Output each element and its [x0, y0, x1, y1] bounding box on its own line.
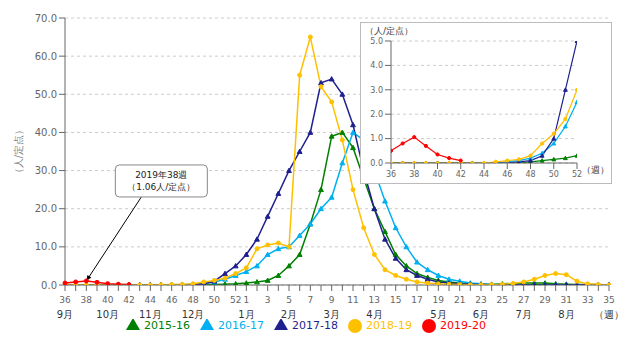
- svg-text:21: 21: [454, 295, 465, 305]
- svg-text:4月: 4月: [366, 309, 382, 320]
- svg-text:12月: 12月: [182, 309, 205, 320]
- svg-text:5.0: 5.0: [370, 37, 383, 46]
- svg-text:（人/定点）: （人/定点）: [13, 125, 24, 178]
- svg-text:1.0: 1.0: [370, 134, 383, 143]
- svg-text:31: 31: [561, 295, 572, 305]
- svg-text:30.0: 30.0: [35, 165, 57, 176]
- svg-text:36: 36: [386, 170, 396, 179]
- svg-text:5: 5: [286, 295, 292, 305]
- svg-text:7月: 7月: [515, 309, 531, 320]
- svg-text:5月: 5月: [430, 309, 446, 320]
- svg-text:50: 50: [209, 295, 221, 305]
- svg-text:6月: 6月: [473, 309, 489, 320]
- svg-text:9: 9: [329, 295, 335, 305]
- svg-text:4.0: 4.0: [370, 61, 383, 70]
- svg-text:13: 13: [369, 295, 380, 305]
- svg-text:46: 46: [166, 295, 178, 305]
- svg-text:20.0: 20.0: [35, 203, 57, 214]
- svg-text:17: 17: [411, 295, 422, 305]
- svg-text:50: 50: [549, 170, 559, 179]
- svg-text:3: 3: [265, 295, 271, 305]
- html-text:2016-17: 2016-17: [218, 319, 264, 332]
- html-text:（週）: （週）: [582, 165, 609, 175]
- html-text:2018-19: 2018-19: [366, 319, 412, 332]
- svg-text:52: 52: [230, 295, 241, 305]
- html-text:2019-20: 2019-20: [440, 319, 486, 332]
- svg-text:40: 40: [102, 295, 114, 305]
- svg-text:1月: 1月: [238, 309, 254, 320]
- svg-text:10月: 10月: [96, 309, 119, 320]
- svg-text:38: 38: [409, 170, 419, 179]
- html-text:2015-16: 2015-16: [144, 319, 190, 332]
- svg-text:1: 1: [243, 295, 249, 305]
- svg-text:23: 23: [475, 295, 486, 305]
- svg-text:35: 35: [603, 295, 614, 305]
- svg-text:42: 42: [456, 170, 466, 179]
- svg-text:11月: 11月: [139, 309, 162, 320]
- svg-text:52: 52: [572, 170, 582, 179]
- svg-text:36: 36: [59, 295, 71, 305]
- svg-text:50.0: 50.0: [35, 89, 57, 100]
- svg-text:33: 33: [582, 295, 593, 305]
- svg-text:19: 19: [433, 295, 445, 305]
- svg-text:40.0: 40.0: [35, 127, 57, 138]
- svg-text:9月: 9月: [57, 309, 73, 320]
- svg-text:0.0: 0.0: [41, 280, 57, 291]
- html-text:（人/定点）: （人/定点）: [365, 26, 413, 36]
- svg-text:7: 7: [307, 295, 313, 305]
- svg-text:3.0: 3.0: [370, 86, 383, 95]
- svg-text:2019年38週（1.06人/定点）: 2019年38週（1.06人/定点）: [127, 170, 195, 192]
- svg-text:3月: 3月: [323, 309, 339, 320]
- svg-text:27: 27: [518, 295, 529, 305]
- svg-text:42: 42: [123, 295, 134, 305]
- svg-text:46: 46: [502, 170, 512, 179]
- svg-text:（週）: （週）: [594, 309, 624, 320]
- svg-text:11: 11: [347, 295, 358, 305]
- svg-text:15: 15: [390, 295, 401, 305]
- svg-text:48: 48: [187, 295, 199, 305]
- svg-text:48: 48: [525, 170, 535, 179]
- svg-text:2.0: 2.0: [370, 110, 383, 119]
- svg-text:0.0: 0.0: [370, 159, 383, 168]
- svg-text:2月: 2月: [281, 309, 297, 320]
- svg-text:29: 29: [539, 295, 551, 305]
- svg-text:70.0: 70.0: [35, 13, 57, 24]
- html-text:2017-18: 2017-18: [292, 319, 338, 332]
- svg-text:10.0: 10.0: [35, 241, 57, 252]
- svg-text:44: 44: [145, 295, 157, 305]
- svg-text:38: 38: [81, 295, 93, 305]
- svg-text:44: 44: [479, 170, 489, 179]
- svg-text:60.0: 60.0: [35, 51, 57, 62]
- svg-text:25: 25: [497, 295, 508, 305]
- svg-text:8月: 8月: [558, 309, 574, 320]
- svg-text:40: 40: [432, 170, 442, 179]
